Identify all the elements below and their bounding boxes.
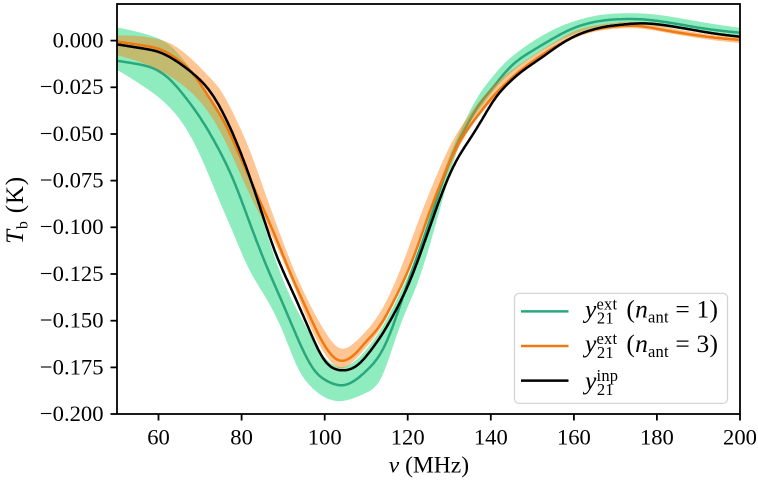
svg-text:−0.050: −0.050: [40, 121, 104, 146]
svg-text:140: 140: [474, 425, 508, 450]
svg-text:−0.175: −0.175: [40, 354, 104, 379]
svg-text:160: 160: [557, 425, 591, 450]
svg-text:ν (MHz): ν (MHz): [389, 452, 469, 478]
svg-text:120: 120: [391, 425, 425, 450]
svg-text:−0.125: −0.125: [40, 261, 104, 286]
svg-text:−0.200: −0.200: [40, 401, 104, 426]
svg-text:80: 80: [230, 425, 253, 450]
svg-text:60: 60: [147, 425, 170, 450]
svg-text:−0.100: −0.100: [40, 214, 104, 239]
svg-text:−0.075: −0.075: [40, 168, 104, 193]
svg-text:0.000: 0.000: [53, 28, 104, 53]
svg-text:200: 200: [723, 425, 757, 450]
svg-text:−0.025: −0.025: [40, 74, 104, 99]
svg-text:−0.150: −0.150: [40, 308, 104, 333]
svg-text:100: 100: [308, 425, 342, 450]
svg-text:Tb (K): Tb (K): [2, 176, 32, 244]
svg-text:180: 180: [640, 425, 674, 450]
